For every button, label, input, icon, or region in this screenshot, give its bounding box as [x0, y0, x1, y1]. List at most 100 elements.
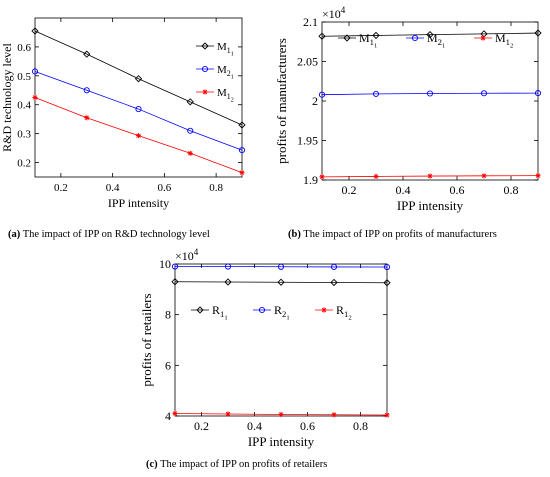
data-point — [187, 150, 193, 156]
legend-label: R12 — [336, 303, 352, 322]
plot-area — [174, 263, 388, 417]
x-tick-label: 0.8 — [504, 183, 519, 197]
x-tick-label: 0.6 — [300, 419, 315, 433]
x-tick-label: 0.8 — [353, 419, 368, 433]
plot-area — [34, 17, 243, 178]
series-line — [321, 92, 539, 96]
series-m1-1 — [31, 27, 246, 129]
data-point — [426, 90, 434, 97]
legend-label: M12 — [495, 31, 513, 50]
data-point — [318, 91, 326, 98]
data-point — [534, 29, 542, 37]
y-axis-label: profits of manufacturers — [274, 38, 289, 164]
series-line — [175, 266, 388, 268]
legend-label: M21 — [217, 64, 234, 81]
y-axis-label: profits of retailers — [139, 293, 154, 386]
series-r1-2 — [172, 410, 390, 418]
data-point — [171, 278, 179, 286]
legend-marker — [343, 34, 351, 42]
legend-marker — [201, 65, 209, 73]
series-m1-1 — [318, 29, 542, 40]
data-point — [134, 75, 143, 83]
x-tick-label: 0.6 — [450, 183, 465, 197]
legend-marker — [202, 89, 208, 95]
y-axis-label: R&D technology level — [0, 43, 14, 152]
data-point — [331, 412, 337, 418]
data-point — [171, 263, 179, 270]
legend: R11 R21 R12 — [191, 303, 352, 322]
x-axis-label: IPP intensity — [248, 434, 315, 449]
y-tick-label: 0.6 — [17, 42, 31, 54]
data-point — [383, 263, 391, 271]
y-tick-label: 0.4 — [17, 100, 31, 112]
data-point — [224, 263, 232, 270]
data-point — [481, 173, 487, 179]
data-point — [172, 410, 178, 417]
series-m1-2 — [319, 173, 541, 180]
data-point — [319, 174, 325, 180]
y-tick-label: 1.95 — [297, 134, 318, 148]
y-tick-label: 0.3 — [17, 129, 31, 141]
y-tick-label: 0.5 — [17, 71, 31, 83]
data-point — [277, 263, 285, 270]
data-point — [238, 121, 246, 129]
x-tick-label: 0.6 — [158, 182, 172, 194]
data-point — [83, 50, 91, 58]
y-tick-label: 8 — [165, 308, 171, 322]
legend-label: M21 — [427, 31, 445, 50]
chart-profits-of-manufacturers: 0.2 0.4 0.6 0.8 1.9 1.95 2 2.05 2.1 ×104 IPP inten… — [274, 5, 542, 213]
y-tick-label: 4 — [165, 409, 171, 423]
y-tick-label: 6 — [165, 358, 171, 372]
data-point — [187, 127, 194, 134]
x-tick-label: 0.2 — [342, 183, 357, 197]
x-tick-label: 0.2 — [194, 419, 209, 433]
data-point — [277, 278, 285, 286]
x-tick-label: 0.8 — [209, 182, 223, 194]
data-point — [32, 94, 38, 101]
data-point — [278, 411, 284, 418]
x-axis-label: IPP intensity — [108, 196, 169, 210]
legend-label: R21 — [274, 303, 290, 322]
series-line — [321, 32, 539, 37]
data-point — [135, 106, 142, 113]
legend-label: M11 — [359, 31, 377, 50]
data-point — [239, 170, 245, 176]
data-point — [330, 278, 338, 287]
y-tick-label: 1.9 — [303, 173, 318, 187]
data-point — [373, 173, 379, 180]
data-point — [372, 90, 380, 97]
data-point — [330, 263, 338, 270]
y-exponent: ×104 — [175, 247, 199, 263]
legend-marker — [321, 307, 327, 313]
x-tick-label: 0.4 — [247, 419, 262, 433]
series-m2-1 — [318, 90, 542, 98]
x-tick-label: 0.2 — [54, 182, 68, 194]
legend-marker — [258, 306, 266, 314]
legend-label: M12 — [217, 87, 234, 104]
legend-marker — [411, 34, 419, 42]
data-point — [83, 87, 90, 94]
series-r1-1 — [171, 278, 391, 287]
series-line — [34, 71, 243, 151]
data-point — [534, 90, 542, 97]
data-point — [384, 412, 390, 418]
data-point — [238, 147, 246, 154]
data-point — [84, 115, 90, 121]
x-tick-label: 0.4 — [106, 182, 120, 194]
caption-c: (c) The impact of IPP on profits of reta… — [146, 459, 328, 470]
data-point — [135, 133, 142, 139]
data-point — [225, 411, 231, 417]
y-tick-label: 2 — [312, 94, 318, 108]
legend: M11 M21 M12 — [338, 31, 513, 50]
series-line — [34, 30, 243, 126]
data-point — [224, 278, 232, 286]
data-point — [427, 173, 433, 179]
caption-a: (a) The impact of IPP on R&D technology … — [8, 229, 210, 240]
series-line — [174, 281, 388, 284]
data-point — [186, 98, 194, 106]
series-r2-1 — [171, 263, 391, 271]
y-tick-label: 2.1 — [303, 15, 318, 29]
chart-rd-technology-level: 0.2 0.4 0.6 0.8 0.2 0.3 0.4 0.5 0.6 IPP intensity… — [0, 17, 246, 210]
legend-label: M11 — [217, 41, 234, 58]
chart-profits-of-retailers: 0.2 0.4 0.6 0.8 4 6 8 10 ×104 IPP intensity profit… — [139, 247, 391, 449]
